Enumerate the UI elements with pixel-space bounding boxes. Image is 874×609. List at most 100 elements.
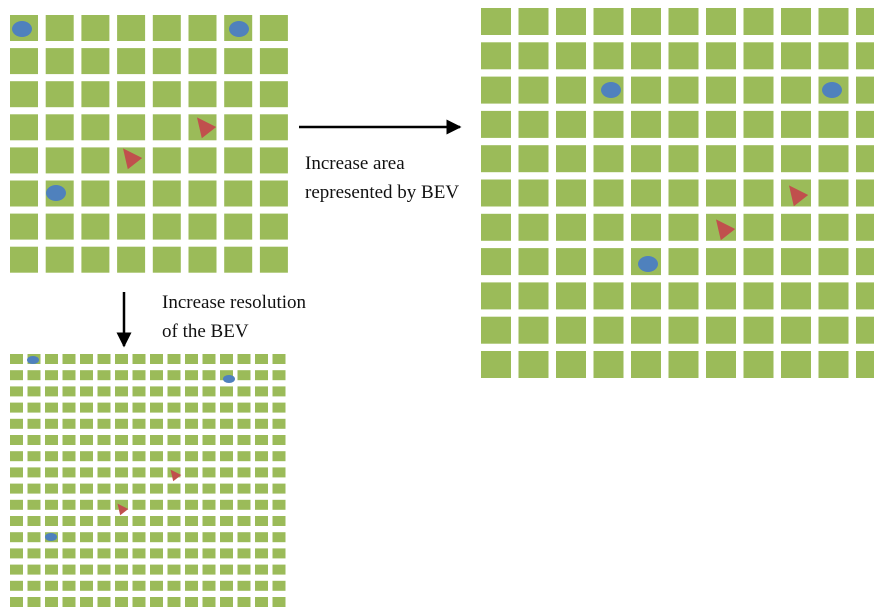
cell xyxy=(132,402,146,413)
cell xyxy=(97,597,111,607)
cell xyxy=(45,580,58,591)
cell xyxy=(62,483,76,494)
cell xyxy=(185,354,198,364)
cell xyxy=(132,386,146,397)
cell xyxy=(27,516,41,526)
cell xyxy=(272,370,286,381)
cell xyxy=(202,467,216,478)
cell xyxy=(202,483,216,494)
cell xyxy=(132,354,146,364)
cell xyxy=(631,179,661,207)
cell xyxy=(132,418,146,429)
cell xyxy=(115,402,128,413)
cell xyxy=(45,81,74,108)
object-circle xyxy=(46,185,66,201)
cell xyxy=(743,213,774,241)
cell xyxy=(631,351,661,378)
cell xyxy=(220,516,233,526)
cell xyxy=(220,483,233,494)
cell xyxy=(706,351,736,378)
cell xyxy=(62,467,76,478)
cell xyxy=(518,145,549,173)
cell xyxy=(781,145,811,173)
cell xyxy=(81,213,110,240)
cell xyxy=(80,402,93,413)
cell xyxy=(185,467,198,478)
cell xyxy=(518,42,549,70)
cell xyxy=(152,81,181,108)
cell xyxy=(27,483,41,494)
cell xyxy=(150,580,163,591)
cell xyxy=(97,516,111,526)
cell xyxy=(818,351,849,378)
object-triangle xyxy=(716,219,736,241)
cell xyxy=(167,548,181,559)
cell xyxy=(132,483,146,494)
object-circle xyxy=(27,356,39,364)
cell xyxy=(80,580,93,591)
cell xyxy=(150,597,163,607)
cell xyxy=(237,370,251,381)
cell xyxy=(80,532,93,543)
cell xyxy=(115,597,128,607)
cell xyxy=(10,246,38,273)
cell xyxy=(856,8,874,35)
cell xyxy=(856,179,874,207)
cell xyxy=(220,370,233,381)
cell xyxy=(10,564,23,575)
cell xyxy=(706,282,736,310)
label: of the BEV xyxy=(162,321,249,342)
cell xyxy=(167,418,181,429)
cell xyxy=(152,114,181,141)
object-circle xyxy=(638,256,658,272)
cell xyxy=(167,532,181,543)
cell xyxy=(97,451,111,462)
cell xyxy=(202,386,216,397)
cell xyxy=(220,386,233,397)
cell xyxy=(668,8,699,35)
cell xyxy=(132,564,146,575)
cell xyxy=(818,282,849,310)
cell xyxy=(556,248,586,276)
cell xyxy=(185,516,198,526)
cell xyxy=(481,351,511,378)
cell xyxy=(593,110,624,138)
cell xyxy=(167,435,181,445)
cell xyxy=(668,76,699,104)
cell xyxy=(593,213,624,241)
cell xyxy=(150,516,163,526)
cell xyxy=(115,548,128,559)
cell xyxy=(556,8,586,35)
object-circle xyxy=(601,82,621,98)
cell xyxy=(668,145,699,173)
cell xyxy=(150,499,163,510)
cell xyxy=(631,76,661,104)
cell xyxy=(668,42,699,70)
cell xyxy=(593,42,624,70)
cell xyxy=(132,435,146,445)
cell xyxy=(97,386,111,397)
cell xyxy=(556,42,586,70)
cell xyxy=(224,114,253,141)
cell xyxy=(818,110,849,138)
cell xyxy=(167,451,181,462)
cell xyxy=(668,316,699,344)
cell xyxy=(706,145,736,173)
cell xyxy=(62,451,76,462)
cell xyxy=(856,213,874,241)
cell xyxy=(220,532,233,543)
cell xyxy=(150,548,163,559)
cell xyxy=(856,145,874,173)
cell xyxy=(27,370,41,381)
cell xyxy=(220,580,233,591)
cell xyxy=(272,451,286,462)
cell xyxy=(117,48,146,75)
cell xyxy=(202,548,216,559)
cell xyxy=(27,402,41,413)
cell xyxy=(237,516,251,526)
cell xyxy=(224,180,253,207)
cell xyxy=(10,114,38,141)
cell xyxy=(150,483,163,494)
object-circle xyxy=(223,375,235,383)
cell xyxy=(167,402,181,413)
